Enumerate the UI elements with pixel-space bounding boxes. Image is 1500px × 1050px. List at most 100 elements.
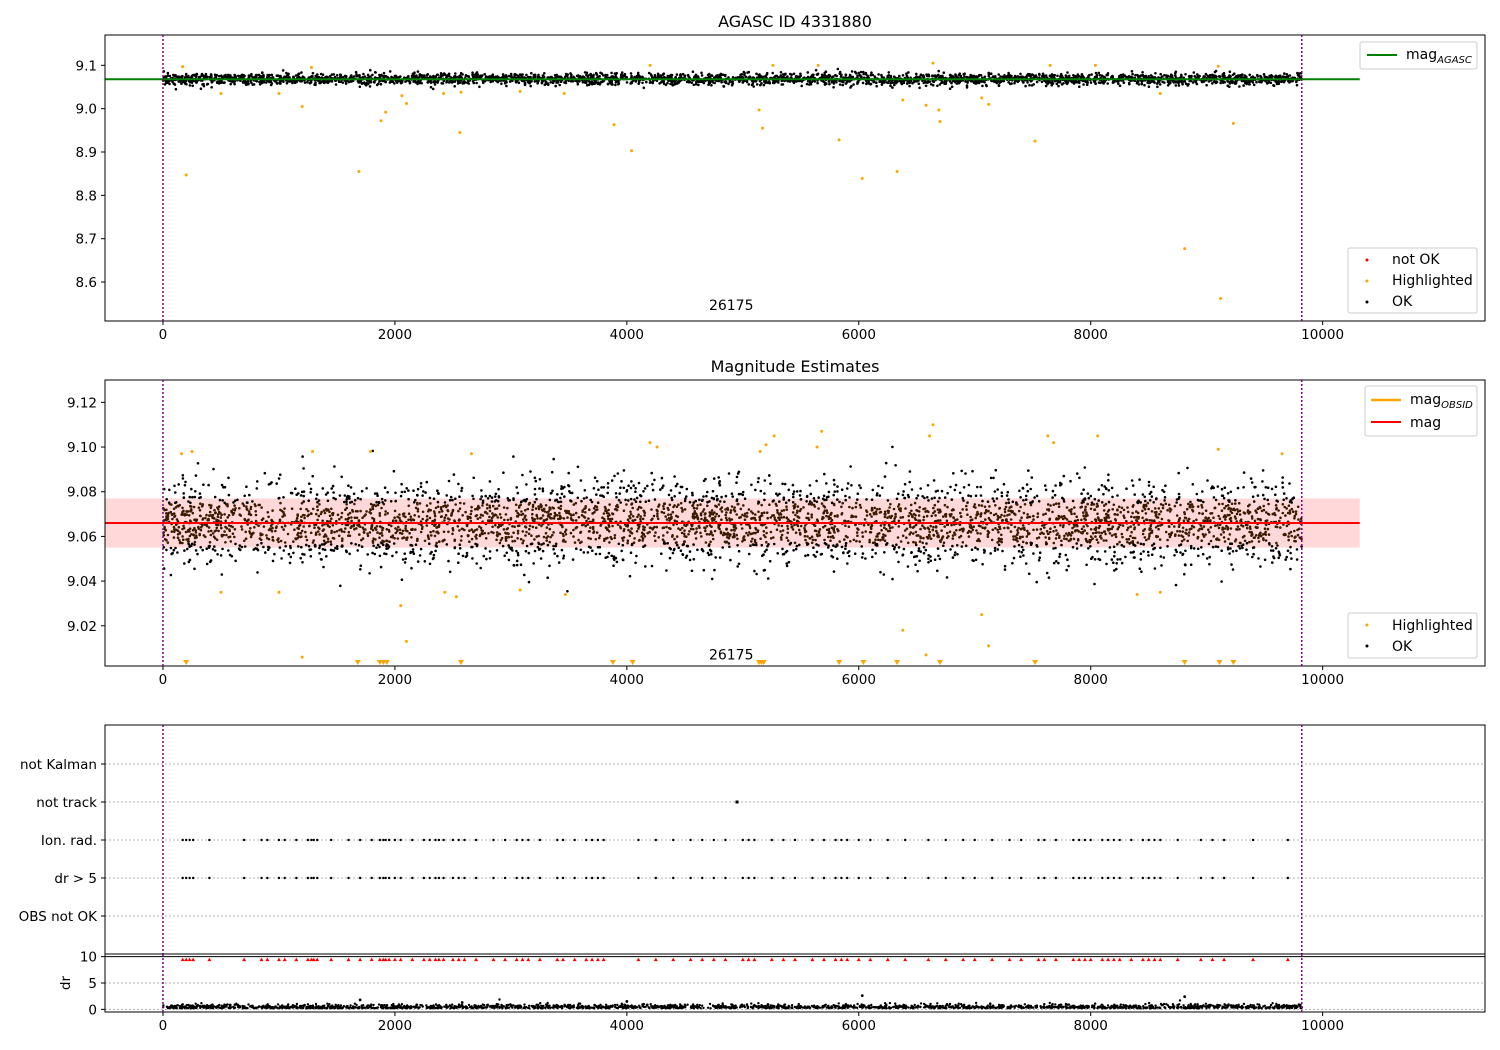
ok-point: [675, 73, 679, 76]
ok-point: [673, 504, 676, 507]
ok-point: [220, 573, 224, 576]
ok-point: [1204, 509, 1208, 512]
highlighted-point: [219, 92, 223, 95]
ok-point: [1277, 82, 1280, 85]
ok-point: [917, 514, 921, 517]
ok-point: [710, 84, 713, 87]
ok-point: [743, 538, 746, 542]
ok-point: [210, 86, 213, 89]
ok-point: [1006, 490, 1010, 494]
ok-point: [883, 510, 887, 514]
ok-point: [1221, 502, 1224, 506]
ok-point: [321, 80, 325, 83]
ok-point: [907, 71, 910, 74]
ok-point: [313, 526, 316, 529]
ok-point: [735, 481, 738, 485]
ok-point: [584, 511, 587, 514]
ok-point: [1089, 507, 1093, 511]
ok-point: [416, 560, 420, 563]
ok-point: [1074, 75, 1078, 78]
ok-point: [560, 548, 564, 552]
ok-point: [1052, 530, 1055, 533]
ok-point: [1181, 530, 1184, 533]
ok-point: [768, 559, 772, 563]
highlighted-point: [1033, 139, 1037, 143]
ok-point: [530, 71, 533, 75]
ok-point: [467, 82, 471, 85]
ok-point: [775, 504, 778, 507]
ok-point: [1285, 555, 1288, 559]
ok-point: [958, 536, 961, 539]
ok-point: [1078, 85, 1081, 88]
ok-point: [216, 80, 219, 84]
ok-point: [1065, 74, 1068, 78]
ok-point: [1117, 505, 1121, 509]
ok-point: [620, 71, 624, 74]
ok-point: [826, 546, 830, 549]
ok-point: [1097, 488, 1101, 491]
ok-point: [1214, 75, 1217, 79]
ok-point: [1149, 524, 1152, 528]
ok-point: [369, 68, 372, 72]
ok-point: [480, 75, 483, 79]
ok-point: [617, 83, 620, 86]
legend-highlighted-marker: [1365, 279, 1369, 283]
ok-point: [650, 74, 653, 78]
ok-point: [965, 504, 968, 508]
ok-point: [860, 545, 863, 548]
ok-point: [631, 506, 634, 510]
ok-point: [1266, 527, 1270, 531]
ok-point: [1271, 561, 1274, 564]
ok-point: [468, 540, 471, 543]
ok-point: [846, 562, 849, 565]
ok-point: [436, 489, 439, 493]
ok-point: [541, 514, 545, 517]
ok-point: [243, 74, 246, 78]
ok-point: [558, 83, 561, 87]
ok-point: [1281, 481, 1284, 485]
ok-point: [229, 82, 232, 86]
ok-point: [374, 538, 377, 541]
ok-point: [368, 572, 371, 575]
ok-point: [413, 514, 417, 517]
ok-point: [1003, 568, 1007, 571]
ok-point: [910, 488, 914, 491]
ok-point: [794, 513, 797, 517]
ok-point: [964, 80, 967, 83]
ok-point: [746, 533, 750, 537]
ok-point: [220, 74, 223, 77]
ok-point: [398, 513, 401, 516]
ok-point: [475, 71, 479, 74]
ok-point: [1087, 496, 1091, 500]
ok-point: [172, 73, 175, 77]
ok-point: [279, 82, 282, 85]
ok-point: [723, 74, 727, 78]
ok-point: [945, 519, 949, 523]
ok-point: [564, 81, 568, 85]
ok-point: [948, 73, 952, 77]
ok-point: [368, 85, 372, 88]
ok-point: [934, 514, 937, 517]
ok-point: [672, 83, 676, 86]
ok-point: [970, 548, 974, 551]
ok-point: [433, 83, 437, 86]
ok-point: [966, 81, 969, 84]
ok-point: [623, 72, 627, 76]
ok-point: [533, 500, 537, 504]
ok-point: [291, 81, 294, 85]
ok-point: [356, 496, 360, 500]
ok-point: [683, 74, 686, 78]
ok-point: [762, 83, 766, 87]
ok-point: [1105, 73, 1108, 77]
ok-point: [889, 84, 892, 88]
ok-point: [227, 74, 231, 77]
highlighted-point: [458, 131, 462, 134]
ok-point: [710, 74, 714, 77]
ok-point: [450, 81, 454, 84]
ok-point: [1166, 80, 1170, 84]
ok-point: [527, 532, 531, 536]
ok-point: [1011, 500, 1015, 504]
highlighted-point: [629, 149, 633, 153]
ok-point: [321, 519, 324, 523]
ok-point: [540, 505, 543, 509]
